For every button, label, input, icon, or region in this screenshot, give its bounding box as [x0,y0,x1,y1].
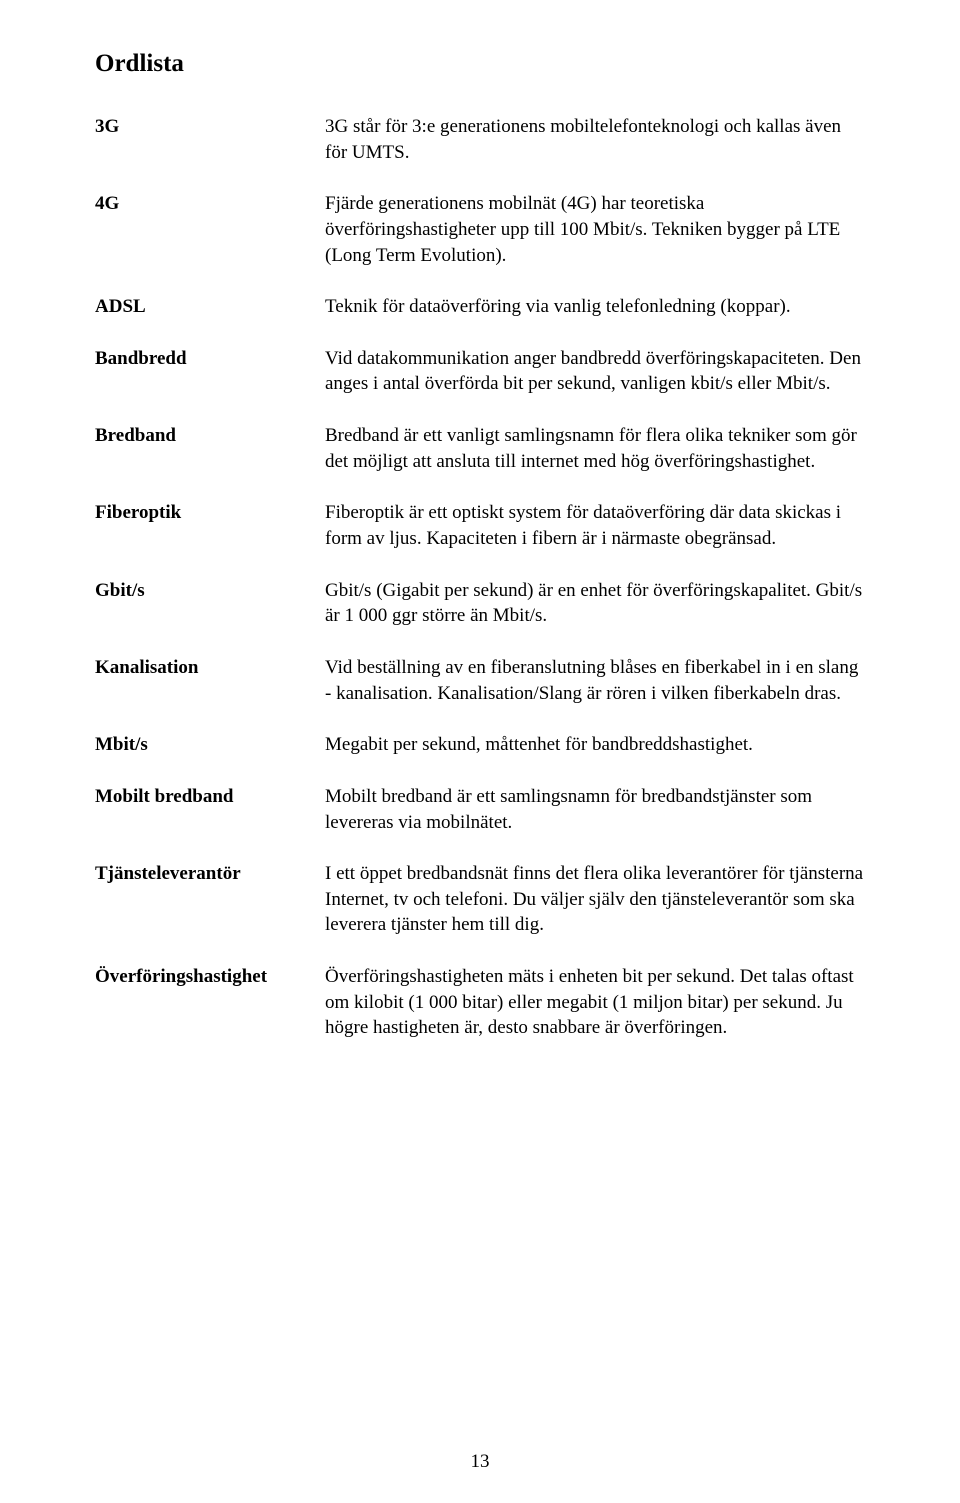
glossary-term: Tjänsteleverantör [95,861,325,887]
glossary-definition: Mobilt bredband är ett samlingsnamn för … [325,784,865,835]
glossary-definition: Bredband är ett vanligt samlingsnamn för… [325,423,865,474]
glossary-definition: Teknik för dataöverföring via vanlig tel… [325,294,865,320]
glossary-entry: ADSL Teknik för dataöverföring via vanli… [95,294,865,320]
glossary-definition: Överföringshastigheten mäts i enheten bi… [325,964,865,1041]
glossary-term: Mbit/s [95,732,325,758]
glossary-definition: Vid beställning av en fiberanslutning bl… [325,655,865,706]
glossary-definition: Fjärde generationens mobilnät (4G) har t… [325,191,865,268]
glossary-definition: Megabit per sekund, måttenhet för bandbr… [325,732,865,758]
glossary-term: Bandbredd [95,346,325,372]
glossary-term: Bredband [95,423,325,449]
glossary-term: 3G [95,114,325,140]
glossary-term: Fiberoptik [95,500,325,526]
glossary-entry: 3G 3G står för 3:e generationens mobilte… [95,114,865,165]
glossary-entry: Kanalisation Vid beställning av en fiber… [95,655,865,706]
glossary-entry: Fiberoptik Fiberoptik är ett optiskt sys… [95,500,865,551]
glossary-definition: 3G står för 3:e generationens mobiltelef… [325,114,865,165]
glossary-definition: Gbit/s (Gigabit per sekund) är en enhet … [325,578,865,629]
glossary-term: ADSL [95,294,325,320]
page-title: Ordlista [95,50,865,78]
page-number: 13 [0,1451,960,1473]
glossary-term: Kanalisation [95,655,325,681]
glossary-definition: Fiberoptik är ett optiskt system för dat… [325,500,865,551]
glossary-term: Gbit/s [95,578,325,604]
glossary-entry: Mobilt bredband Mobilt bredband är ett s… [95,784,865,835]
glossary-entry: Tjänsteleverantör I ett öppet bredbandsn… [95,861,865,938]
glossary-entry: Mbit/s Megabit per sekund, måttenhet för… [95,732,865,758]
glossary-entry: 4G Fjärde generationens mobilnät (4G) ha… [95,191,865,268]
glossary-entry: Gbit/s Gbit/s (Gigabit per sekund) är en… [95,578,865,629]
glossary-definition: I ett öppet bredbandsnät finns det flera… [325,861,865,938]
glossary-entry: Bredband Bredband är ett vanligt samling… [95,423,865,474]
glossary-term: Överföringshastighet [95,964,325,990]
glossary-entry: Överföringshastighet Överföringshastighe… [95,964,865,1041]
glossary-term: 4G [95,191,325,217]
glossary-entry: Bandbredd Vid datakommunikation anger ba… [95,346,865,397]
document-page: Ordlista 3G 3G står för 3:e generationen… [0,0,960,1503]
glossary-term: Mobilt bredband [95,784,325,810]
glossary-definition: Vid datakommunikation anger bandbredd öv… [325,346,865,397]
